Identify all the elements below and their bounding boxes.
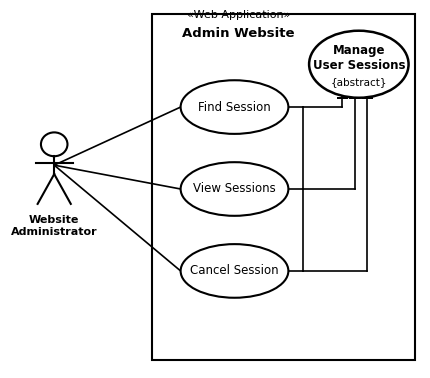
- Text: Admin Website: Admin Website: [182, 27, 295, 40]
- Text: {abstract}: {abstract}: [331, 77, 387, 87]
- Text: Find Session: Find Session: [198, 101, 271, 113]
- Text: «Web Application»: «Web Application»: [187, 10, 290, 20]
- Ellipse shape: [181, 162, 289, 216]
- Ellipse shape: [181, 244, 289, 298]
- Ellipse shape: [181, 80, 289, 134]
- Text: View Sessions: View Sessions: [193, 183, 276, 195]
- Text: Manage
User Sessions: Manage User Sessions: [313, 44, 405, 72]
- Ellipse shape: [309, 31, 408, 98]
- Text: Website
Administrator: Website Administrator: [11, 215, 98, 237]
- FancyBboxPatch shape: [152, 14, 415, 360]
- Text: Cancel Session: Cancel Session: [190, 265, 279, 277]
